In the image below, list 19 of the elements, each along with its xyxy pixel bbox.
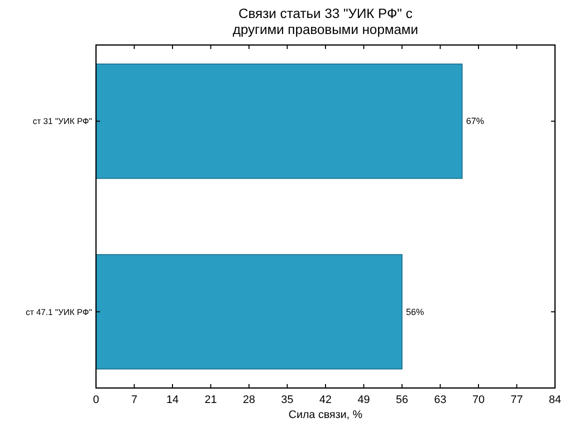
- x-tick-label: 77: [510, 394, 523, 406]
- x-tick-label: 14: [166, 394, 179, 406]
- y-tick-label: ст 47.1 "УИК РФ": [26, 306, 92, 317]
- x-axis-title: Сила связи, %: [288, 409, 363, 421]
- data-label: 56%: [406, 306, 424, 317]
- x-tick-label: 63: [434, 394, 446, 406]
- x-tick-label: 42: [319, 394, 332, 406]
- x-tick-label: 56: [396, 394, 408, 406]
- x-tick-label: 84: [548, 394, 562, 406]
- x-tick-label: 35: [281, 394, 294, 406]
- y-tick-label: ст 31 "УИК РФ": [32, 116, 92, 126]
- chart-title: Связи статьи 33 "УИК РФ" с другими правовыми нормами: [232, 6, 418, 37]
- x-tick-label: 49: [358, 394, 370, 406]
- x-tick-label: 70: [472, 394, 485, 406]
- x-tick-label: 0: [92, 394, 100, 406]
- x-tick-label: 7: [131, 394, 138, 406]
- x-tick-label: 28: [242, 394, 256, 406]
- data-label: 67%: [466, 116, 484, 126]
- x-tick-label: 21: [204, 394, 217, 406]
